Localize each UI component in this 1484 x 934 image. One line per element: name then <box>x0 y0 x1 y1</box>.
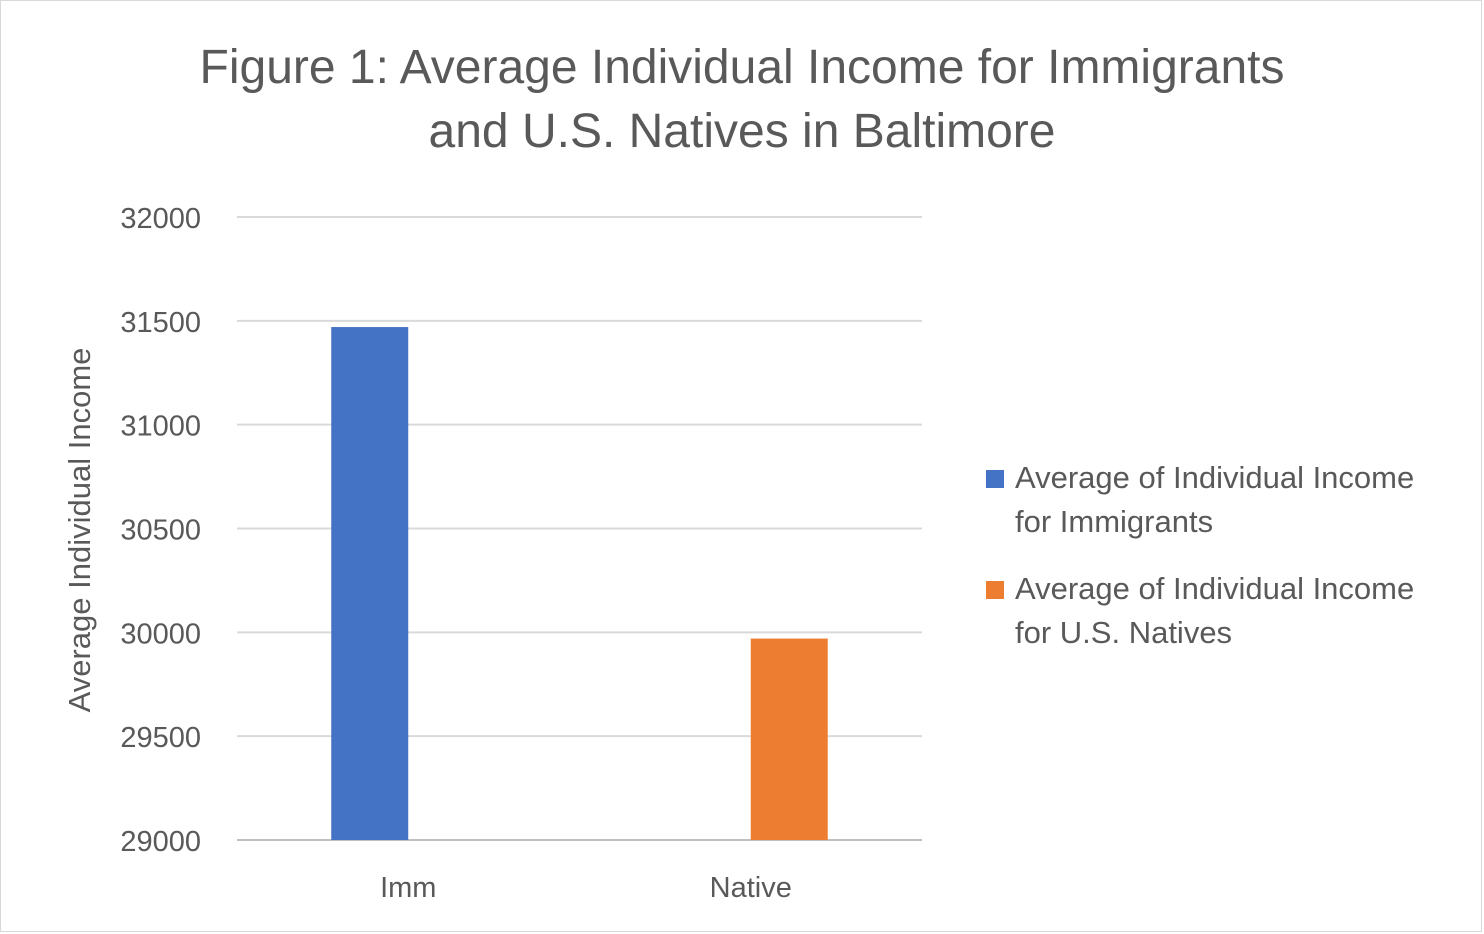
chart-title-line-2: and U.S. Natives in Baltimore <box>428 105 1056 158</box>
bars <box>331 327 828 840</box>
legend-label-natives: Average of Individual Income for U.S. Na… <box>1015 571 1415 650</box>
legend-swatch-immigrants <box>986 470 1004 488</box>
legend: Average of Individual Income for Immigra… <box>986 456 1466 678</box>
chart-title-line-1: Figure 1: Average Individual Income for … <box>199 41 1285 94</box>
y-tick-label: 29500 <box>120 722 201 754</box>
legend-label-immigrants: Average of Individual Income for Immigra… <box>1015 460 1415 539</box>
y-tick-label: 29000 <box>120 826 201 858</box>
bar-native <box>750 638 828 840</box>
y-axis-label: Average Individual Income <box>62 348 97 713</box>
y-tick-label: 30500 <box>120 515 201 547</box>
legend-item-immigrants: Average of Individual Income for Immigra… <box>986 456 1466 544</box>
legend-item-natives: Average of Individual Income for U.S. Na… <box>986 567 1466 655</box>
x-tick-labels: Imm Native <box>380 872 792 904</box>
y-tick-label: 31500 <box>120 307 201 339</box>
y-tick-label: 31000 <box>120 411 201 443</box>
y-tick-labels: 29000 29500 30000 30500 31000 31500 32000 <box>120 203 201 858</box>
bar-imm <box>331 327 409 840</box>
y-tick-label: 30000 <box>120 618 201 650</box>
y-tick-label: 32000 <box>120 203 201 235</box>
x-tick-label: Imm <box>380 872 436 904</box>
x-tick-label: Native <box>710 872 792 904</box>
legend-swatch-natives <box>986 581 1004 599</box>
chart-title: Figure 1: Average Individual Income for … <box>0 36 1484 164</box>
